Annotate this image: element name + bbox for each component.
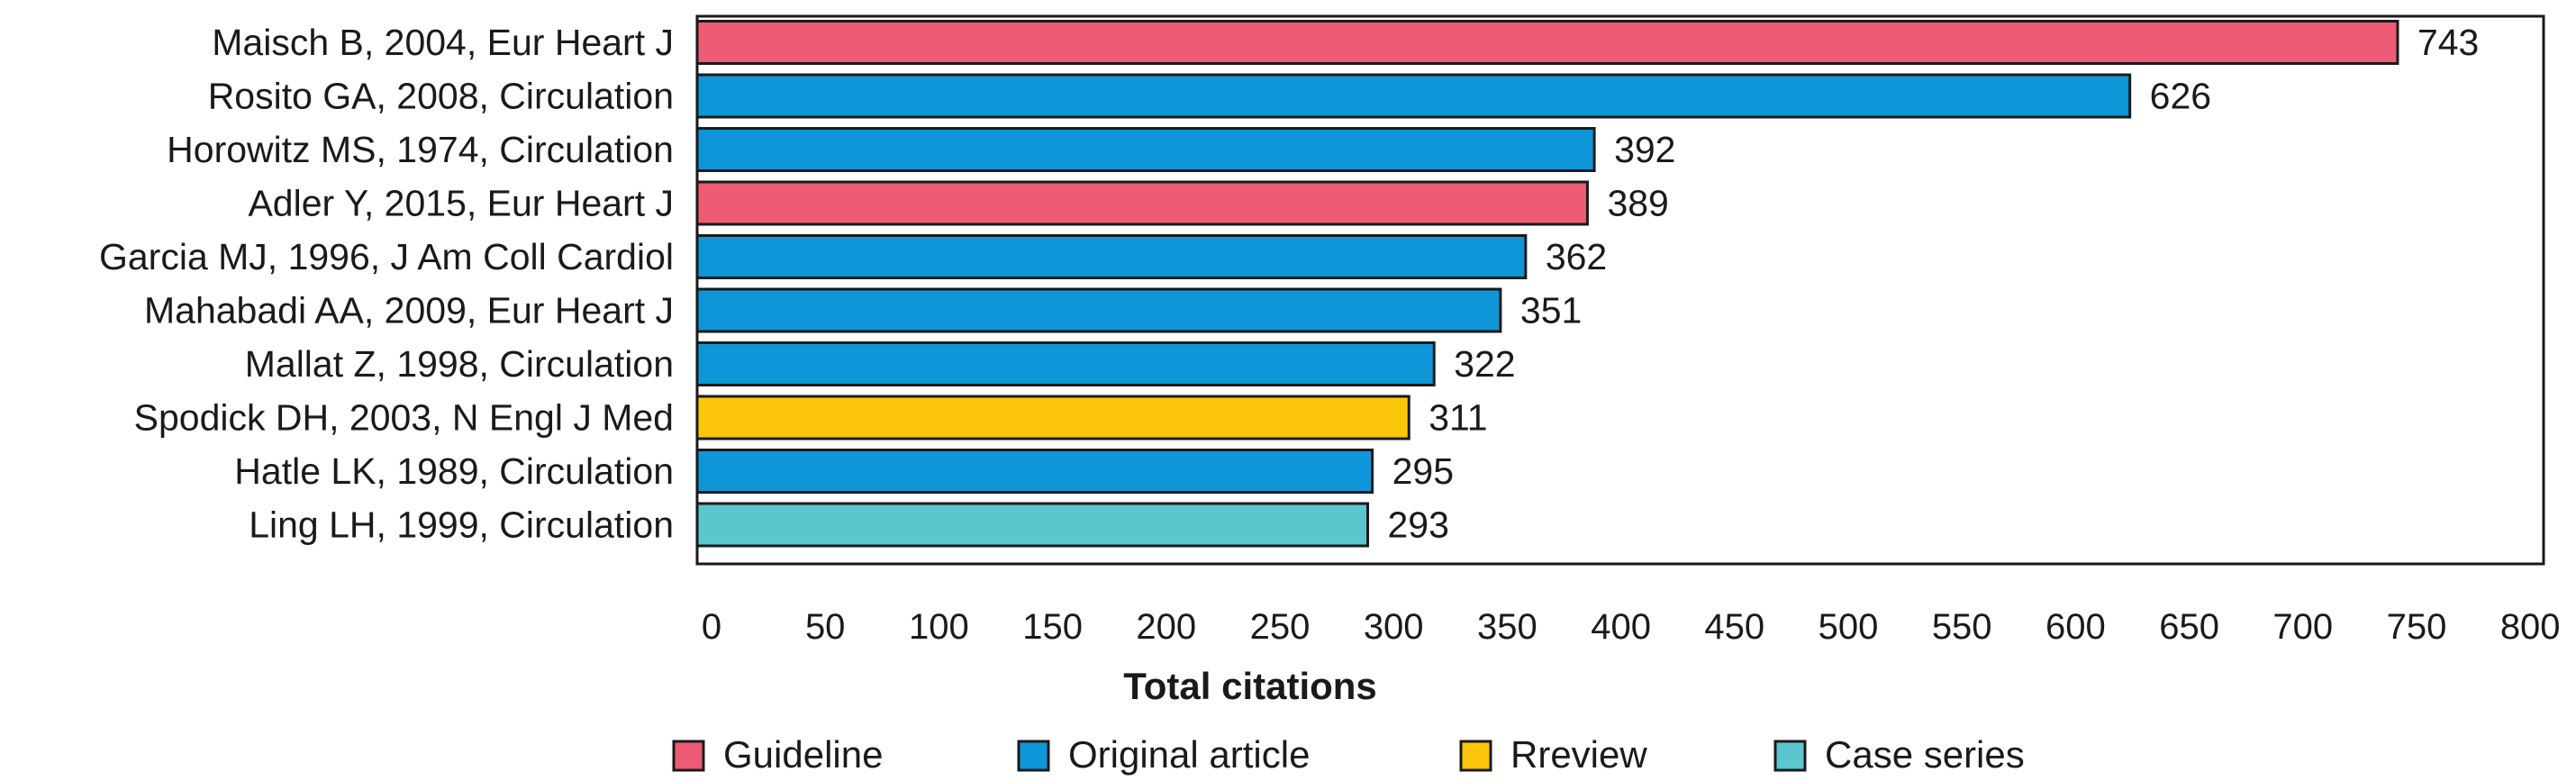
x-tick-label: 700 <box>2272 607 2333 647</box>
legend: Guideline Original article Rreview Case ser… <box>672 733 2025 776</box>
x-tick-label: 600 <box>2045 607 2106 647</box>
x-tick-label: 100 <box>909 607 969 647</box>
x-tick-label: 150 <box>1022 607 1083 647</box>
bar <box>695 180 1589 226</box>
value-label: 351 <box>1520 290 1582 331</box>
value-label: 295 <box>1392 450 1454 492</box>
legend-item: Case series <box>1773 733 2025 776</box>
bar <box>695 127 1596 172</box>
bars-layer <box>695 20 2399 548</box>
category-label: Adler Y, 2015, Eur Heart J <box>248 183 674 224</box>
value-label: 626 <box>2150 76 2211 117</box>
value-label: 743 <box>2417 22 2479 63</box>
legend-label: Guideline <box>723 733 883 776</box>
legend-swatch <box>672 740 705 772</box>
x-tick-label: 550 <box>1932 607 1992 647</box>
legend-swatch <box>1459 740 1492 772</box>
x-tick-label: 200 <box>1136 607 1196 647</box>
value-label: 389 <box>1607 183 1668 224</box>
category-label: Hatle LK, 1989, Circulation <box>234 450 674 492</box>
bar <box>695 502 1370 548</box>
bar <box>695 449 1374 494</box>
legend-item: Guideline <box>672 733 883 776</box>
x-tick-label: 750 <box>2387 607 2447 647</box>
x-tick-label: 400 <box>1591 607 1651 647</box>
bar <box>695 287 1502 333</box>
x-tick-label: 650 <box>2159 607 2219 647</box>
value-label: 362 <box>1546 236 1607 277</box>
legend-swatch <box>1017 740 1050 772</box>
bar <box>695 234 1528 279</box>
category-label: Maisch B, 2004, Eur Heart J <box>212 22 674 63</box>
value-label: 311 <box>1429 397 1487 439</box>
x-tick-label: 50 <box>805 607 846 647</box>
category-labels: Maisch B, 2004, Eur Heart J Rosito GA, 20… <box>99 22 674 546</box>
bar <box>695 395 1410 440</box>
plot-frame <box>695 14 2545 566</box>
legend-label: Original article <box>1068 733 1310 776</box>
value-label: 392 <box>1614 129 1675 170</box>
legend-swatch <box>1773 740 1807 772</box>
x-tick-label: 800 <box>2500 607 2561 647</box>
category-label: Mallat Z, 1998, Circulation <box>245 343 674 385</box>
category-label: Spodick DH, 2003, N Engl J Med <box>134 397 674 439</box>
x-tick-label: 0 <box>702 607 721 647</box>
x-axis-tick-labels: 0 50 100 150 200 250 300 350 400 450 500 550 600 650 7… <box>702 607 2561 647</box>
legend-item: Original article <box>1017 733 1310 776</box>
x-tick-label: 300 <box>1364 607 1424 647</box>
x-axis-title: Total citations <box>1123 665 1377 707</box>
category-label: Garcia MJ, 1996, J Am Coll Cardiol <box>99 236 674 277</box>
x-tick-label: 500 <box>1819 607 1879 647</box>
legend-item: Rreview <box>1459 733 1647 776</box>
bar <box>695 341 1436 386</box>
bar <box>695 73 2132 119</box>
category-label: Horowitz MS, 1974, Circulation <box>167 129 674 170</box>
category-label: Ling LH, 1999, Circulation <box>249 504 674 546</box>
value-label: 293 <box>1388 504 1449 546</box>
category-label: Rosito GA, 2008, Circulation <box>208 76 674 117</box>
x-tick-label: 250 <box>1250 607 1311 647</box>
legend-label: Case series <box>1825 733 2025 776</box>
legend-label: Rreview <box>1510 733 1647 776</box>
bar <box>695 20 2399 65</box>
value-label: 322 <box>1454 343 1515 385</box>
category-label: Mahabadi AA, 2009, Eur Heart J <box>144 290 674 331</box>
x-tick-label: 450 <box>1704 607 1764 647</box>
x-tick-label: 350 <box>1477 607 1537 647</box>
